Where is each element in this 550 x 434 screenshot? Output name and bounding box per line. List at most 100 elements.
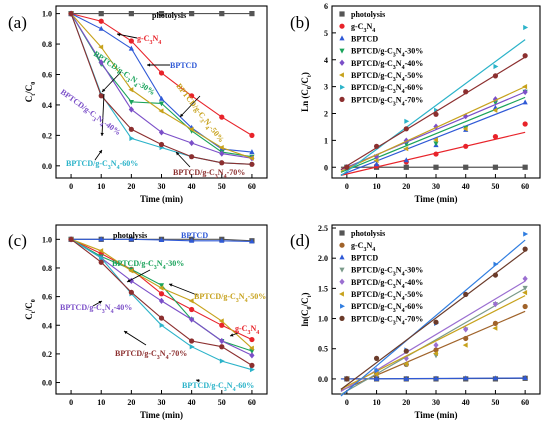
data-point xyxy=(98,25,104,31)
x-tick-label: 50 xyxy=(218,398,226,407)
legend-marker xyxy=(339,278,345,285)
legend-marker xyxy=(339,11,345,17)
data-point xyxy=(433,111,439,117)
legend-marker xyxy=(339,96,345,102)
x-tick-label: 60 xyxy=(521,398,529,407)
data-point xyxy=(128,11,134,17)
data-point xyxy=(158,129,165,136)
data-point xyxy=(219,337,225,345)
data-point xyxy=(98,259,104,265)
series-bptcd-g-c3n4-50 xyxy=(68,11,254,161)
annotation-bptcd-g-c3n4-30: BPTCD/g-C3N4-30% xyxy=(112,259,184,271)
data-point xyxy=(462,342,468,348)
annotation-bptcd-g-c3n4-40: BPTCD/g-C3N4-40% xyxy=(57,87,122,139)
annotation-bptcd-g-c3n4-70: BPTCD/g-C3N4-70% xyxy=(173,168,245,180)
x-tick-label: 10 xyxy=(97,398,105,407)
data-point xyxy=(522,375,528,380)
annotation-bptcd: BPTCD xyxy=(181,231,208,240)
data-point xyxy=(522,303,528,310)
data-point xyxy=(128,268,134,274)
annotation-g-c3n4: g-C3N4 xyxy=(235,324,259,336)
data-point xyxy=(249,149,255,155)
y-tick-label: 1.5 xyxy=(318,284,328,293)
data-point xyxy=(463,326,469,333)
series-bptcd-g-c3n4-30 xyxy=(68,11,255,160)
y-tick-label: 0.0 xyxy=(42,162,52,171)
data-point xyxy=(492,325,498,331)
data-point xyxy=(493,63,499,70)
series-bptcd-g-c3n4-70 xyxy=(340,246,528,390)
data-point xyxy=(158,108,164,114)
annotation-arrowhead xyxy=(147,63,151,67)
series-line xyxy=(70,13,252,165)
data-point xyxy=(98,11,104,17)
data-point xyxy=(522,121,528,127)
y-axis-label: ln(C0/Ct) xyxy=(300,292,313,326)
y-tick-label: 2.0 xyxy=(318,254,328,263)
legend-marker xyxy=(340,84,345,90)
annotation-arrowhead xyxy=(124,331,128,335)
data-point xyxy=(249,352,255,359)
annotation-arrowhead xyxy=(98,301,102,304)
data-point xyxy=(189,306,195,313)
annotation-bptcd: BPTCD xyxy=(170,61,197,70)
data-point xyxy=(492,100,499,106)
legend-marker xyxy=(339,35,345,41)
data-point xyxy=(158,285,164,291)
data-point xyxy=(158,101,165,107)
x-tick-label: 50 xyxy=(218,182,226,191)
data-point xyxy=(433,319,439,325)
data-point xyxy=(492,300,499,308)
fit-line xyxy=(340,86,526,172)
annotation-bptcd-g-c3n4-60: BPTCD/g-C3N4-60% xyxy=(182,381,254,393)
data-point xyxy=(189,154,195,160)
data-point xyxy=(128,45,134,51)
data-point xyxy=(344,376,350,382)
legend: photolysisg-C3N4BPTCDBPTCD/g-C3N4-30%BPT… xyxy=(339,10,423,107)
legend-entry: BPTCD xyxy=(351,34,378,43)
data-point xyxy=(189,139,195,147)
x-tick-label: 40 xyxy=(188,398,196,407)
series-g-c3n4 xyxy=(68,11,255,138)
x-axis-label: Time (min) xyxy=(414,194,457,204)
fit-line xyxy=(340,131,526,176)
annotation-arrow xyxy=(123,330,147,346)
data-point xyxy=(522,84,528,90)
legend-entry: BPTCD/g-C3N4-50% xyxy=(351,290,423,302)
data-point xyxy=(99,255,105,261)
data-point xyxy=(219,322,225,328)
annotation-arrowhead xyxy=(117,32,121,37)
data-point xyxy=(492,164,499,170)
legend-marker xyxy=(339,242,345,248)
legend-marker xyxy=(339,254,345,260)
legend-marker xyxy=(339,48,345,54)
y-tick-label: 4 xyxy=(324,56,328,65)
annotation-bptcd-g-c3n4-70: BPTCD/g-C3N4-70% xyxy=(115,349,187,361)
annotation-arrowhead xyxy=(230,333,234,337)
annotation-arrow xyxy=(101,71,122,93)
data-point xyxy=(248,345,254,351)
data-point xyxy=(433,141,439,147)
annotation-arrow xyxy=(168,283,198,296)
data-point xyxy=(522,88,528,96)
y-tick-label: 2 xyxy=(324,110,328,119)
annotation-bptcd-g-c3n4-40: BPTCD/g-C3N4-40% xyxy=(60,303,132,315)
legend-entry: BPTCD/g-C3N4-40% xyxy=(351,59,423,71)
legend-entry: g-C3N4 xyxy=(351,22,375,34)
data-point xyxy=(219,114,225,120)
data-point xyxy=(249,336,255,343)
legend-entry: g-C3N4 xyxy=(351,241,375,253)
legend-marker xyxy=(339,230,345,236)
data-point xyxy=(463,291,469,298)
data-point xyxy=(522,290,528,296)
series-bptcd-g-c3n4-50 xyxy=(68,236,254,351)
y-tick-label: 3 xyxy=(324,83,328,92)
data-point xyxy=(522,99,528,105)
panel-b: 0 10 20 30 40 50 60 0 1 2 3 4 5 6 Time (min) Ln (C0/Ct)… xyxy=(290,2,541,204)
y-tick-label: 0.4 xyxy=(42,101,52,110)
legend-entry: photolysis xyxy=(351,229,385,238)
data-point xyxy=(128,87,134,93)
data-point xyxy=(219,11,225,17)
data-point xyxy=(403,361,409,367)
y-axis-label: Ln (C0/Ct) xyxy=(300,72,313,112)
